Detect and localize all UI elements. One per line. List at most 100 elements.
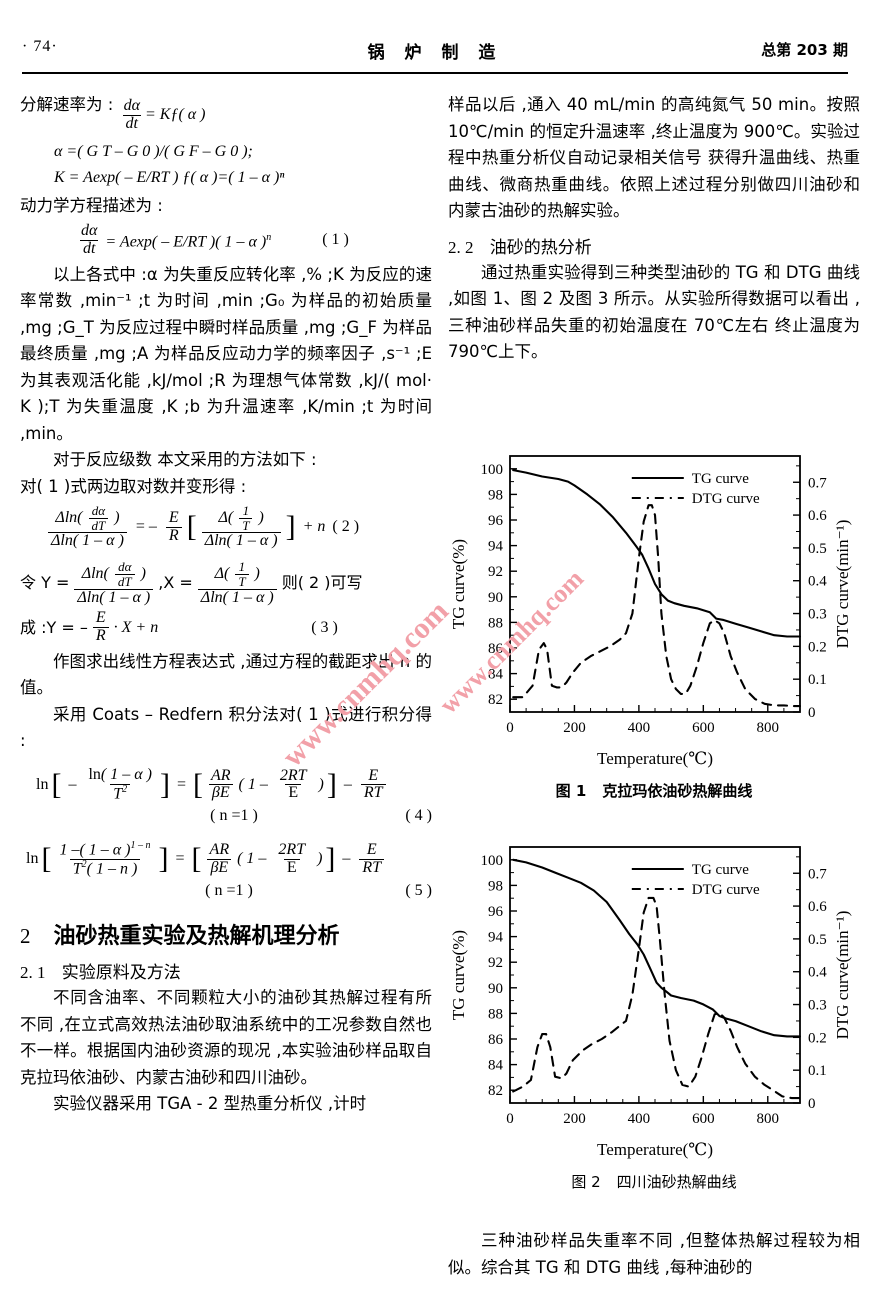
svg-text:0.4: 0.4	[808, 574, 827, 590]
svg-text:TG curve(%): TG curve(%)	[449, 539, 468, 629]
eq5-number: ( 5 )	[405, 882, 432, 900]
section-22-title: 油砂的热分析	[489, 237, 592, 258]
eq2-plus-n: + n	[298, 518, 330, 536]
let-num: Δln( dα dT )	[81, 559, 146, 589]
figure-2-caption: 图 2 四川油砂热解曲线	[448, 1171, 860, 1192]
svg-text:600: 600	[692, 720, 715, 736]
svg-text:DTG curve(min⁻¹): DTG curve(min⁻¹)	[833, 520, 852, 649]
svg-text:0.6: 0.6	[808, 899, 827, 915]
section-22-paragraph: 通过热重实验得到三种类型油砂的 TG 和 DTG 曲线 ,如图 1、图 2 及图…	[448, 262, 860, 362]
svg-text:0: 0	[808, 705, 816, 721]
k-definition: K = Aexp( – E/RT ) ƒ( α )=( 1 – α )ⁿ	[54, 168, 285, 186]
eq3-number: ( 3 )	[311, 618, 338, 636]
eq1-number: ( 1 )	[322, 231, 349, 249]
figure-2-caption-number: 图 2	[571, 1173, 601, 1191]
figure-1-caption-number: 图 1	[555, 782, 587, 800]
section-21-paragraph: 不同含油率、不同颗粒大小的油砂其热解过程有所不同 ,在立式高效热法油砂取油系统中…	[20, 988, 432, 1087]
header-divider	[22, 72, 848, 74]
svg-text:0.1: 0.1	[808, 672, 827, 688]
svg-text:0.5: 0.5	[808, 932, 827, 948]
right-top-paragraph: 样品以后 ,通入 40 mL/min 的高纯氮气 50 min。按照 10℃/m…	[448, 95, 860, 220]
journal-title: 锅 炉 制 造	[367, 43, 503, 63]
svg-text:0.7: 0.7	[808, 475, 827, 491]
svg-text:84: 84	[488, 1058, 504, 1074]
svg-text:200: 200	[563, 720, 586, 736]
svg-text:400: 400	[628, 720, 651, 736]
svg-text:94: 94	[488, 539, 504, 555]
equation-4: ln [ – ln( 1 – α ) T2 ] = [ AR βE ( 1 – 2R…	[36, 766, 432, 827]
page-number: · 74·	[22, 38, 58, 55]
svg-text:90: 90	[488, 981, 503, 997]
let-den: Δln( 1 – α )	[74, 588, 154, 607]
eq4-den: T2	[110, 783, 131, 803]
eq4-inner: ( 1 –	[238, 775, 272, 793]
section-22-number: 2. 2	[448, 237, 474, 257]
eq2-bracket-close: ]	[285, 510, 296, 544]
section-2-title: 油砂热重实验及热解机理分析	[53, 924, 340, 950]
x-label: ,X =	[158, 573, 193, 593]
reaction-order-paragraph: 对于反应级数 本文采用的方法如下 :	[53, 450, 317, 470]
figure-2-caption-text: 四川油砂热解曲线	[616, 1173, 737, 1191]
cheng-rest: · X + n	[113, 618, 159, 636]
svg-text:84: 84	[488, 667, 504, 683]
svg-text:92: 92	[488, 564, 503, 580]
eq2-number: ( 2 )	[332, 518, 360, 536]
right-column: 样品以后 ,通入 40 mL/min 的高纯氮气 50 min。按照 10℃/m…	[448, 92, 860, 366]
equation-5: ln [ 1 –( 1 – α )1 – n T2( 1 – n ) ] = [ …	[26, 839, 432, 902]
svg-text:98: 98	[488, 878, 503, 894]
section-21-title: 实验原料及方法	[61, 963, 181, 984]
svg-text:TG curve: TG curve	[692, 471, 749, 487]
svg-text:400: 400	[628, 1111, 651, 1127]
svg-text:0: 0	[808, 1096, 816, 1112]
alpha-definition: α =( G T – G 0 )/( G F – G 0 );	[54, 142, 253, 160]
figure-2: 0 200 400 600 800 82 84 86 88 90 92 94 96 98 100 0 0.1 0.…	[448, 835, 860, 1192]
svg-text:0.3: 0.3	[808, 607, 827, 623]
figure-1: 0 200 400 600 800 82 84 86 88 90 92 94 96 98 100 0 0.1 0.…	[448, 444, 860, 801]
section-2-heading: 2 油砂热重实验及热解机理分析	[20, 918, 432, 950]
figure-1-caption: 图 1 克拉玛依油砂热解曲线	[448, 780, 860, 801]
section-21-paragraph-b: 实验仪器采用 TGA - 2 型热重分析仪 ,计时	[53, 1094, 367, 1114]
eq1-num-dalpha: dα	[81, 222, 98, 240]
svg-text:100: 100	[481, 462, 504, 478]
eq5-condition: ( n =1 )	[205, 882, 253, 900]
svg-text:88: 88	[488, 1006, 503, 1022]
let-label: 令 Y =	[20, 573, 70, 593]
equation-1: dα dt = Aexp( – E/RT )( 1 – α )n ( 1 )	[76, 222, 432, 258]
svg-text:800: 800	[757, 720, 780, 736]
svg-text:0.6: 0.6	[808, 508, 827, 524]
eq2-den: Δln( 1 – α )	[48, 532, 127, 550]
svg-text:600: 600	[692, 1111, 715, 1127]
figure-1-caption-text: 克拉玛依油砂热解曲线	[602, 782, 753, 800]
svg-text:96: 96	[488, 513, 504, 529]
eq1-den-dt: dt	[79, 239, 99, 258]
eq5-ln: ln	[26, 850, 39, 868]
equation-let: 令 Y = Δln( dα dT ) Δln( 1 – α ) ,X = Δ( 1…	[20, 560, 432, 606]
figure-2-chart: 0 200 400 600 800 82 84 86 88 90 92 94 96 98 100 0 0.1 0.…	[449, 846, 852, 1159]
svg-text:0.1: 0.1	[808, 1063, 827, 1079]
eq5-close: )	[313, 850, 323, 868]
coats-redfern-paragraph: 采用 Coats – Redfern 积分法对( 1 )式进行积分得 :	[20, 704, 432, 751]
eq4-number: ( 4 )	[405, 806, 432, 824]
symbols-paragraph: 以上各式中 :α 为失重反应转化率 ,% ;K 为反应的速率常数 ,min⁻¹ …	[20, 264, 432, 443]
dalpha-num: dα	[123, 97, 140, 114]
cheng-label: 成 :Y = –	[20, 617, 88, 637]
left-column: 分解速率为 : dα dt = Kƒ( α ) α =( G T – G 0 )/…	[20, 92, 432, 1118]
svg-text:82: 82	[488, 1083, 503, 1099]
log-transform-paragraph: 对( 1 )式两边取对数并变形得 :	[20, 476, 247, 496]
svg-text:0.5: 0.5	[808, 541, 827, 557]
svg-text:800: 800	[757, 1111, 780, 1127]
eq5-num: 1 –( 1 – α )1 – n	[59, 839, 151, 859]
issue-number: 总第 203 期	[761, 41, 848, 59]
then-label: 则( 2 )可写	[281, 573, 363, 593]
svg-text:0.7: 0.7	[808, 866, 827, 882]
page-header: · 74· 锅 炉 制 造 总第 203 期	[22, 38, 848, 72]
svg-text:0.2: 0.2	[808, 639, 827, 655]
right-bottom-block: 三种油砂样品失重率不同 ,但整体热解过程较为相似。综合其 TG 和 DTG 曲线…	[448, 1228, 860, 1281]
svg-text:TG curve(%): TG curve(%)	[449, 930, 468, 1020]
svg-text:Temperature(℃): Temperature(℃)	[597, 1140, 713, 1159]
figure-1-chart: 0 200 400 600 800 82 84 86 88 90 92 94 96 98 100 0 0.1 0.…	[449, 455, 852, 768]
eq4-condition: ( n =1 )	[210, 806, 258, 824]
